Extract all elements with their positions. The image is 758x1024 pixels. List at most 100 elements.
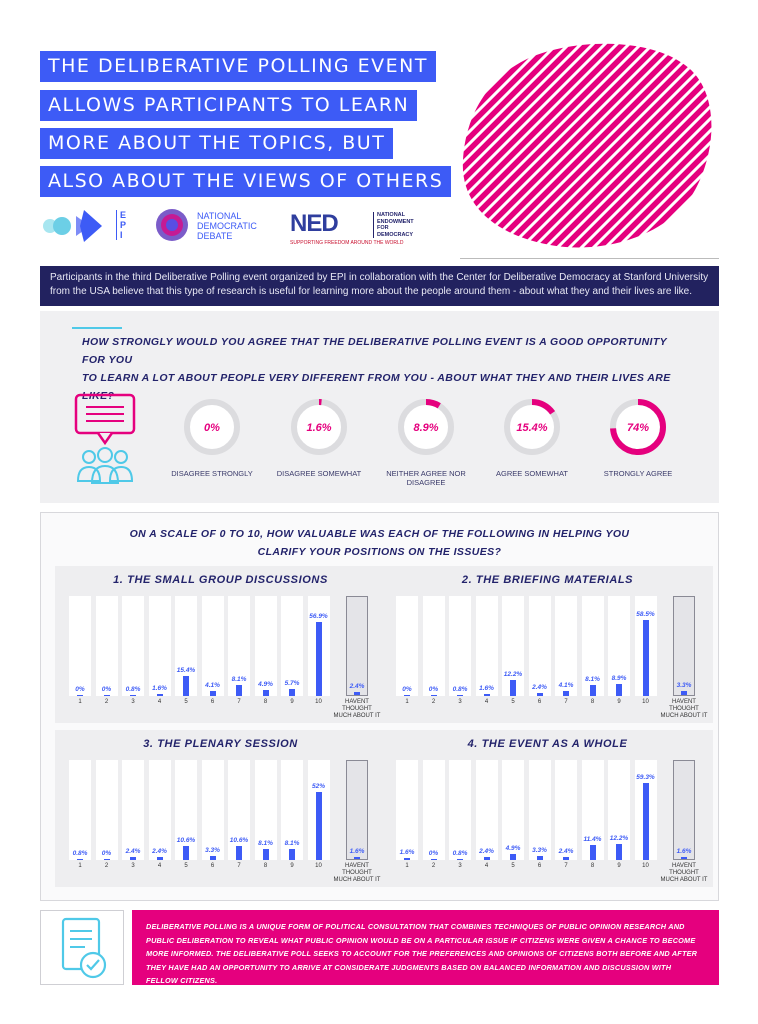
bar (457, 694, 463, 696)
x-tick-label: HAVENT THOUGHT MUCH ABOUT IT (659, 699, 709, 720)
x-tick-label: HAVENT THOUGHT MUCH ABOUT IT (332, 863, 382, 884)
bar-value-label: 0% (428, 849, 439, 857)
question-1-line-2: TO LEARN A LOT ABOUT PEOPLE VERY DIFFERE… (82, 372, 671, 402)
x-tick-label: 10 (315, 863, 322, 869)
bar-value-label: 0% (101, 685, 112, 693)
x-tick-label: 6 (210, 863, 215, 869)
bar-column: 0% (422, 760, 445, 860)
bar-column: 10.6% (175, 760, 197, 860)
footer-icon-box (40, 910, 124, 985)
bar (156, 693, 163, 696)
bar-value-label: 10.6% (229, 837, 249, 845)
x-tick-label: 3 (131, 863, 135, 869)
x-tick-label: 3 (458, 863, 462, 869)
bar (103, 694, 110, 696)
question-1-text: HOW STRONGLY WOULD YOU AGREE THAT THE DE… (82, 333, 682, 405)
x-tick-label: 8 (263, 699, 268, 705)
donut-value: 1.6% (306, 422, 331, 434)
x-tick-label: 1 (405, 863, 409, 869)
bar (589, 845, 596, 860)
accent-line (72, 327, 122, 329)
donut-value: 0% (204, 422, 220, 434)
bar (209, 855, 216, 860)
bar (289, 688, 295, 696)
bar-column: 8.1% (581, 596, 604, 696)
bar-value-label: 15.4% (176, 666, 196, 674)
bar (130, 856, 136, 860)
x-tick-label: 3 (131, 699, 135, 705)
bar-value-label: 0% (428, 685, 439, 693)
x-tick-label-line: MUCH ABOUT IT (660, 877, 708, 883)
bar (156, 856, 163, 860)
ndd-line-3: DEBATE (197, 231, 233, 241)
bar-column: 2.4% (475, 760, 498, 860)
bar-value-label: 11.4% (583, 836, 602, 844)
bar (616, 844, 622, 860)
x-tick-label: 8 (590, 863, 595, 869)
bar (681, 690, 687, 695)
bar-value-label: 1.6% (152, 684, 167, 692)
bar-value-label: 2.4% (125, 847, 141, 855)
bar-value-label: 2.4% (532, 683, 547, 691)
bar-value-label: 2.4% (479, 847, 494, 855)
bar (510, 853, 516, 860)
bar-value-label: 1.6% (676, 847, 692, 855)
discussion-people-icon (74, 393, 136, 484)
x-tick-label: 5 (184, 699, 188, 705)
bar-column: 4.1% (201, 596, 224, 696)
ned-full-1: NATIONAL (377, 212, 406, 218)
question-2-title: ON A SCALE OF 0 TO 10, HOW VALUABLE WAS … (41, 525, 718, 561)
x-tick-label: 5 (511, 699, 515, 705)
x-tick-label: HAVENT THOUGHT MUCH ABOUT IT (659, 863, 709, 884)
footer: DELIBERATIVE POLLING IS A UNIQUE FORM OF… (40, 910, 719, 985)
donut-label: DISAGREE STRONGLY (171, 469, 253, 478)
bar (289, 849, 295, 860)
bar (589, 685, 596, 696)
blob-stripe (462, 43, 582, 248)
blob-stripe (462, 43, 570, 248)
bar-value-label: 2.4% (558, 847, 574, 855)
bar-value-label: 52% (311, 783, 325, 791)
bar (536, 855, 543, 860)
x-tick-label: 4 (484, 863, 489, 869)
bar-value-label: 2.4% (349, 682, 365, 690)
bar-chart-panel: 4. THE EVENT AS A WHOLE 1.6% 1 0% 2 0.8% 3 2.4%… (382, 730, 713, 887)
bar-column: 1.6% (396, 760, 418, 860)
bar (404, 694, 410, 696)
bar (430, 694, 437, 696)
x-tick-label: 9 (617, 863, 621, 869)
bar-column: 1.6% (475, 596, 498, 696)
bar (536, 692, 543, 696)
x-tick-label: 1 (78, 699, 82, 705)
bar-value-label: 3.3% (676, 681, 692, 689)
bar-value-label: 3.3% (205, 846, 220, 854)
blob-stripe (462, 43, 558, 248)
question-2-section: ON A SCALE OF 0 TO 10, HOW VALUABLE WAS … (40, 512, 719, 901)
bar-column: 10.6% (228, 760, 250, 860)
blob-stripe (560, 43, 712, 248)
bar-column: 0% (95, 596, 118, 696)
bar-value-label: 3.3% (532, 846, 547, 854)
x-tick-label-line: MUCH ABOUT IT (660, 713, 708, 719)
ndd-logo-mark (156, 209, 188, 241)
bar-column: 0.8% (69, 760, 91, 860)
x-tick-label: 10 (642, 699, 649, 705)
bar-value-label: 1.6% (399, 848, 415, 856)
x-tick-label: 9 (617, 699, 621, 705)
bar (236, 846, 242, 860)
bar-value-label: 56.9% (309, 613, 328, 621)
panel-title: 4. THE EVENT AS A WHOLE (467, 738, 628, 750)
x-tick-label-line: HAVENT THOUGHT (669, 699, 699, 712)
ned-logo: NED NATIONAL ENDOWMENT FOR DEMOCRACY SUP… (290, 210, 440, 250)
bar-value-label: 4.9% (505, 844, 521, 852)
bar-value-label: 8.1% (258, 840, 273, 848)
donut-chart: 0% (183, 398, 241, 456)
x-tick-label: 1 (405, 699, 409, 705)
bar-column: 3.3% (201, 760, 224, 860)
bar-value-label: 0.8% (125, 685, 141, 693)
x-tick-label: 7 (564, 699, 568, 705)
x-tick-label: 3 (458, 699, 462, 705)
bar-chart-panel: 1. THE SMALL GROUP DISCUSSIONS 0% 1 0% 2 0.8%… (55, 566, 386, 723)
x-tick-label: 8 (590, 699, 595, 705)
bar-column: 58.5% (634, 596, 657, 696)
